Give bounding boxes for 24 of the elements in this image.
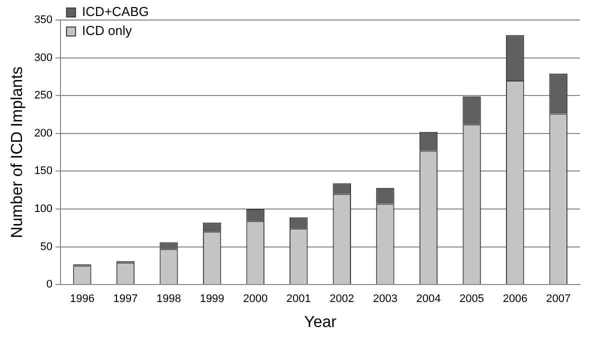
x-tick-label: 2002 xyxy=(330,293,354,306)
x-tick-label: 1996 xyxy=(70,293,94,306)
x-axis-title: Year xyxy=(304,314,338,331)
legend-label: ICD+CABG xyxy=(82,4,149,20)
x-tick-label: 2004 xyxy=(416,293,441,306)
x-tick-label: 2005 xyxy=(460,293,484,306)
y-tick-label: 50 xyxy=(40,240,53,253)
x-tick-label: 2003 xyxy=(372,293,398,306)
y-axis-title: Number of ICD Implants xyxy=(9,66,26,238)
y-tick-label: 200 xyxy=(34,127,53,140)
y-tick-label: 100 xyxy=(34,203,53,216)
x-tick-label: 1999 xyxy=(200,293,224,306)
x-tick-label: 2000 xyxy=(243,293,268,306)
y-tick-label: 300 xyxy=(34,52,53,64)
x-tick-label: 2007 xyxy=(546,293,571,306)
legend-label: ICD only xyxy=(82,23,132,38)
y-tick-label: 350 xyxy=(34,14,53,26)
x-tick-label: 1998 xyxy=(156,293,182,306)
x-tick-label: 2006 xyxy=(502,293,528,306)
x-tick-label: 2001 xyxy=(286,293,311,306)
x-tick-label: 1997 xyxy=(113,293,138,306)
y-tick-label: 0 xyxy=(46,278,53,291)
y-tick-label: 250 xyxy=(34,90,53,102)
y-tick-label: 150 xyxy=(34,165,53,178)
